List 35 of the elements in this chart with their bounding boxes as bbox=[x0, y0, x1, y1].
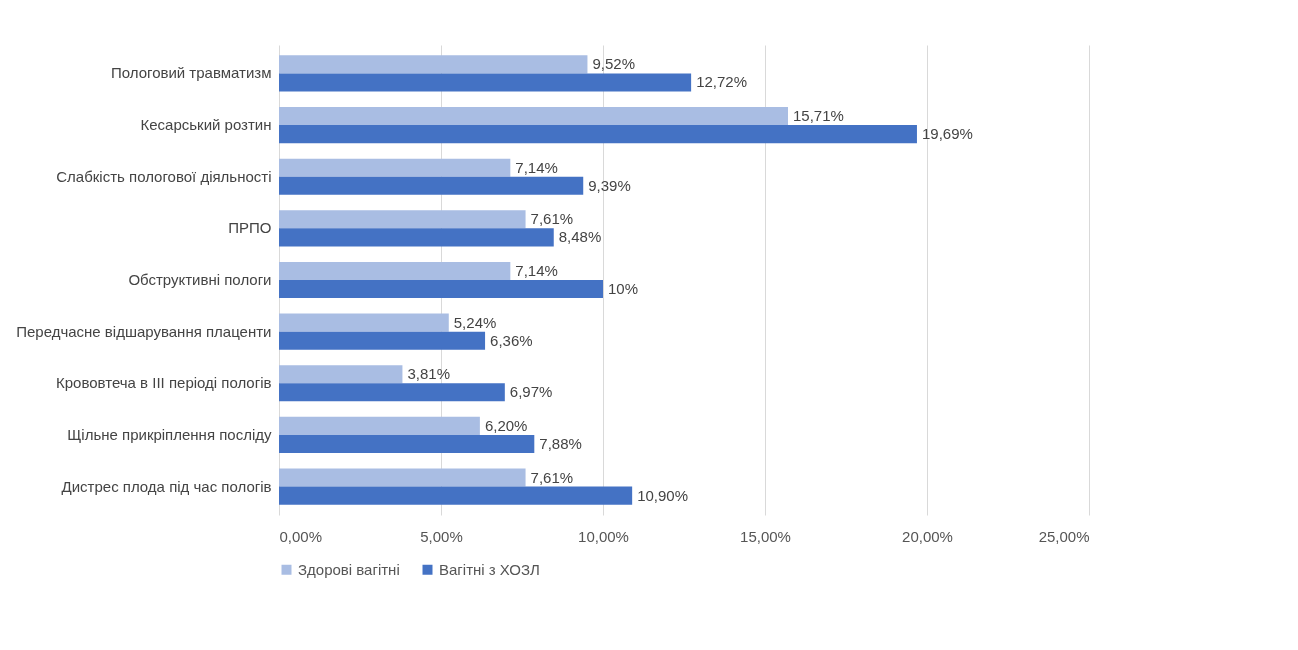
x-tick-label: 0,00% bbox=[279, 527, 323, 545]
y-tick-label: Обструктивні пологи bbox=[128, 271, 272, 288]
data-label: 9,52% bbox=[592, 55, 635, 73]
y-tick-label: Пологовий травматизм bbox=[110, 64, 272, 82]
data-label: 10,90% bbox=[637, 486, 689, 504]
y-tick-label: Дистрес плода під час пологів bbox=[61, 477, 272, 495]
x-tick-label: 20,00% bbox=[902, 527, 953, 545]
data-label: 7,14% bbox=[515, 261, 558, 279]
data-label: 19,69% bbox=[921, 125, 973, 143]
data-label: 6,97% bbox=[509, 383, 553, 401]
data-label: 7,61% bbox=[530, 468, 574, 486]
y-tick-label: Щільне прикріплення посліду bbox=[67, 425, 272, 443]
data-label: 15,71% bbox=[793, 107, 844, 125]
y-tick-label: Кесарський розтин bbox=[140, 116, 272, 134]
data-label: 7,61% bbox=[530, 210, 574, 228]
data-label: 10% bbox=[608, 280, 639, 298]
x-tick-label: 15,00% bbox=[740, 527, 791, 545]
y-tick-label: Передчасне відшарування плаценти bbox=[16, 322, 272, 340]
data-label: 7,14% bbox=[515, 158, 558, 176]
data-label: 6,36% bbox=[490, 331, 533, 349]
y-tick-label: ПРПО bbox=[228, 219, 272, 237]
data-label: 9,39% bbox=[588, 176, 631, 194]
y-tick-label: Крововтеча в ІІІ періоді пологів bbox=[56, 374, 272, 392]
data-label: 3,81% bbox=[407, 365, 450, 383]
data-label: 6,20% bbox=[484, 416, 528, 434]
x-tick-label: 25,00% bbox=[1038, 527, 1090, 545]
legend-label: Вагітні з ХОЗЛ bbox=[439, 560, 540, 578]
x-tick-label: 10,00% bbox=[578, 527, 629, 545]
data-label: 12,72% bbox=[696, 73, 747, 91]
legend-label: Здорові вагітні bbox=[298, 560, 400, 578]
data-label: 7,88% bbox=[539, 434, 582, 452]
data-label: 8,48% bbox=[558, 228, 602, 246]
x-tick-label: 5,00% bbox=[420, 527, 463, 545]
y-tick-label: Слабкість пологової діяльності bbox=[56, 167, 272, 185]
data-label: 5,24% bbox=[453, 313, 497, 331]
